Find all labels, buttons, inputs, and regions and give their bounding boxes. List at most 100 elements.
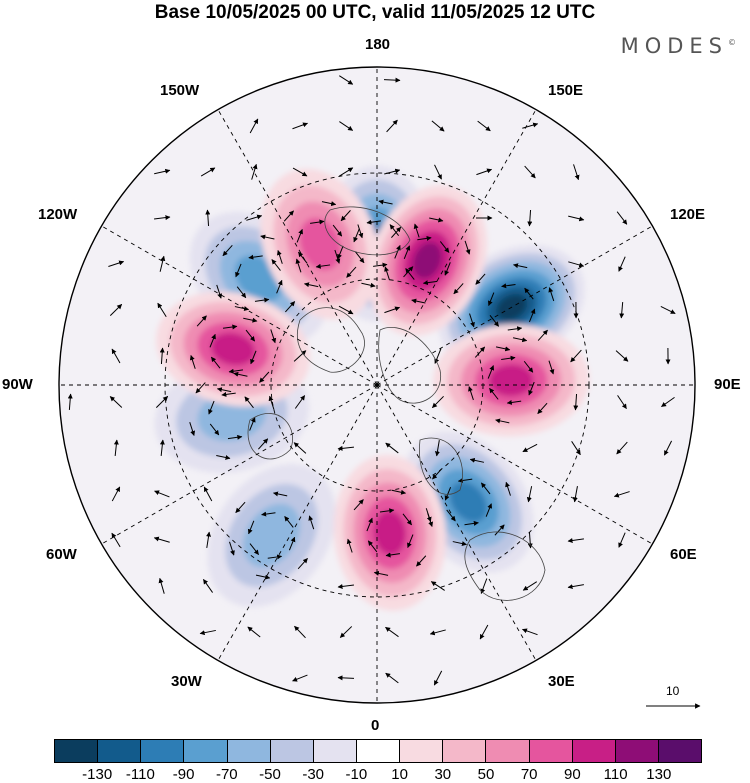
wind-arrow <box>425 508 432 523</box>
wind-arrow <box>206 531 212 548</box>
lon-label-30w: 30W <box>171 673 202 690</box>
wind-arrow <box>444 487 452 501</box>
wind-arrow <box>210 356 221 369</box>
wind-arrow <box>268 395 275 410</box>
wind-arrow <box>292 167 308 177</box>
wind-arrow <box>567 584 584 590</box>
wind-arrow <box>432 395 444 409</box>
colorbar-swatch <box>400 740 444 762</box>
colorbar-tick-label: -70 <box>215 766 238 783</box>
wind-arrow <box>338 305 354 315</box>
wind-arrow <box>405 268 415 280</box>
wind-arrow <box>203 486 213 502</box>
wind-arrow <box>416 555 427 567</box>
wind-arrow <box>434 440 440 457</box>
wind-arrow <box>573 164 580 181</box>
wind-arrow <box>389 224 400 236</box>
wind-arrow <box>288 536 296 551</box>
wind-arrow <box>276 249 283 264</box>
wind-arrow <box>222 244 233 257</box>
wind-arrow <box>229 541 235 556</box>
wind-arrow <box>346 266 357 278</box>
wind-arrow <box>474 346 486 358</box>
wind-arrow <box>487 292 495 306</box>
wind-arrow <box>573 393 579 411</box>
meridian-line <box>376 384 537 661</box>
wind-arrow <box>235 501 246 513</box>
wind-arrow <box>254 297 270 303</box>
wind-arrow <box>222 324 238 330</box>
wind-arrow <box>297 558 308 570</box>
colorbar-tick-label: 90 <box>564 766 581 783</box>
wind-arrow <box>457 478 473 483</box>
colorbar-tick-label: 130 <box>646 766 672 783</box>
wind-arrow <box>293 442 307 454</box>
wind-arrow <box>505 481 511 496</box>
wind-arrow <box>159 439 165 457</box>
wind-arrow <box>203 579 213 593</box>
wind-arrow <box>452 541 467 546</box>
colorbar-swatch <box>313 740 357 762</box>
wind-arrow <box>391 489 407 495</box>
graticule <box>59 67 695 703</box>
wind-arrow <box>195 382 206 394</box>
wind-arrow <box>524 287 534 300</box>
wind-arrow <box>284 301 296 313</box>
wind-arrow <box>267 554 283 560</box>
wind-arrow <box>385 672 399 684</box>
wind-arrow <box>189 422 196 436</box>
colorbar-swatch <box>227 740 271 762</box>
wind-arrow <box>417 235 432 241</box>
wind-arrow <box>407 534 414 549</box>
colorbar-tick-label: -110 <box>125 766 155 783</box>
wind-arrow <box>205 209 211 227</box>
wind-arrow <box>489 387 499 400</box>
wind-arrow <box>216 284 223 299</box>
wind-arrow <box>244 396 254 409</box>
wind-arrow <box>310 219 325 225</box>
wind-arrow <box>216 387 232 393</box>
wind-arrow <box>501 283 516 289</box>
wind-arrow <box>292 122 308 130</box>
wind-arrow <box>479 624 489 640</box>
wind-arrow <box>386 119 398 133</box>
wind-arrow <box>494 524 505 536</box>
wind-arrow <box>354 251 365 264</box>
modes-logo-text: MODES <box>620 34 728 58</box>
vector-reference-label: 10 <box>666 684 680 698</box>
wind-arrow <box>469 313 475 328</box>
wind-arrow <box>537 329 548 341</box>
wind-arrow <box>158 577 165 594</box>
wind-arrow <box>480 482 491 495</box>
wind-arrow <box>464 520 479 526</box>
lon-label-90w: 90W <box>2 376 33 393</box>
wind-arrow <box>572 486 578 503</box>
wind-arrow <box>429 629 446 636</box>
wind-arrow <box>403 245 411 259</box>
wind-arrow <box>433 670 443 686</box>
wind-arrow <box>548 360 555 375</box>
wind-arrow <box>361 282 376 288</box>
wind-arrow <box>199 629 216 636</box>
wind-arrow <box>411 298 426 304</box>
wind-arrow <box>422 280 438 286</box>
wind-arrow <box>403 266 414 278</box>
lon-label-180: 180 <box>365 36 391 53</box>
wind-arrow <box>276 279 283 294</box>
anomaly-contour-fill <box>373 510 406 556</box>
wind-arrow <box>385 442 399 454</box>
wind-arrow <box>293 350 307 362</box>
colorbar-tick-label: 10 <box>391 766 408 783</box>
colorbar-swatch <box>270 740 314 762</box>
wind-arrow <box>271 259 281 271</box>
wind-arrow <box>384 266 390 281</box>
anomaly-contour-fill <box>449 481 487 523</box>
wind-arrow <box>489 314 500 327</box>
meridian-line <box>376 384 653 545</box>
wind-arrow <box>506 399 522 405</box>
meridian-line <box>101 384 378 545</box>
wind-arrow <box>109 304 123 316</box>
wind-arrow <box>366 517 373 532</box>
wind-arrow <box>430 581 445 591</box>
wind-arrow <box>618 256 626 272</box>
